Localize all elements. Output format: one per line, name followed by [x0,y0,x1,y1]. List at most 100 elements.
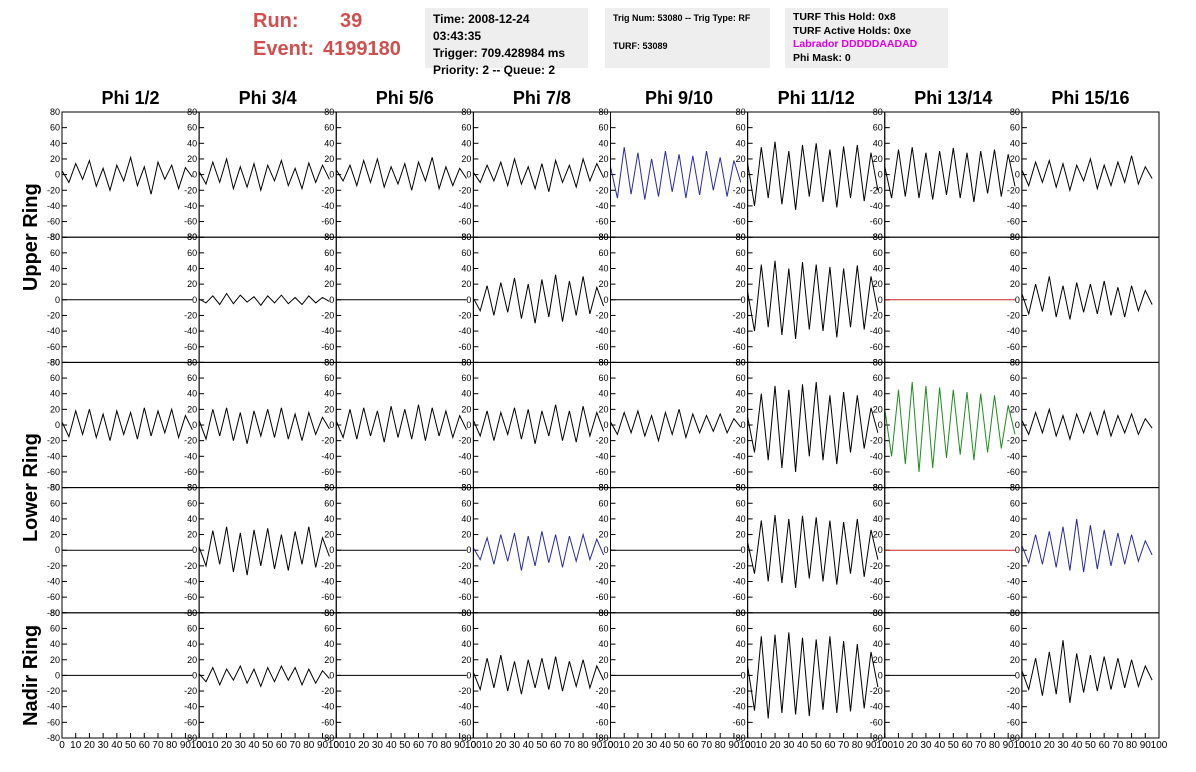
panel-frame [472,361,611,489]
y-tick-label: 80 [736,232,746,242]
y-tick-label: -60 [733,342,746,352]
info-line: Time: 2008-12-24 03:43:35 [433,12,530,43]
y-tick-label: 60 [50,498,60,508]
y-tick-label: -20 [733,436,746,446]
y-tick-label: 40 [736,389,746,399]
x-tick-label: 90 [317,740,329,751]
y-tick-label: -60 [733,467,746,477]
x-tick-label: 90 [1140,740,1152,751]
y-tick-label: 80 [1010,357,1020,367]
y-tick-label: -40 [733,577,746,587]
x-tick-label: 0 [196,740,202,751]
y-tick-label: -20 [458,185,471,195]
x-tick-label: 30 [235,740,247,751]
y-tick-label: 20 [461,279,471,289]
y-tick-label: -80 [321,733,334,743]
info-line: Trigger: 709.428984 ms [433,46,566,60]
y-tick-label: 0 [1015,670,1020,680]
y-tick-label: -40 [1007,702,1020,712]
y-tick-label: 60 [873,498,883,508]
y-tick-label: 40 [187,639,197,649]
x-tick-label: 50 [948,740,960,751]
y-tick-label: 60 [1010,498,1020,508]
y-tick-label: -40 [870,702,883,712]
y-tick-label: -80 [870,733,883,743]
y-tick-label: -20 [321,686,334,696]
x-tick-label: 10 [893,740,905,751]
y-tick-label: 20 [873,530,883,540]
panel-frame [335,111,474,238]
y-tick-label: 60 [1010,623,1020,633]
y-tick-label: -60 [47,467,60,477]
y-tick-label: -40 [458,326,471,336]
y-tick-label: -80 [47,483,60,493]
y-tick-label: -20 [47,436,60,446]
y-tick-label: -60 [595,342,608,352]
waveform [747,514,879,588]
y-tick-label: 20 [187,404,197,414]
y-tick-label: 80 [50,107,60,117]
y-tick-label: 0 [466,170,471,180]
y-tick-label: 60 [324,373,334,383]
x-tick-label: 80 [852,740,864,751]
column-title: Phi 3/4 [239,88,297,108]
y-tick-label: 60 [187,248,197,258]
y-tick-label: 80 [1010,483,1020,493]
info-line: TURF This Hold: 0x8 [793,11,896,23]
y-tick-label: -40 [595,702,608,712]
y-tick-label: -60 [870,592,883,602]
y-tick-label: 40 [187,389,197,399]
y-tick-label: -40 [870,577,883,587]
y-tick-label: 0 [878,170,883,180]
y-tick-label: 0 [878,670,883,680]
y-tick-label: -60 [1007,217,1020,227]
y-tick-label: -20 [184,185,197,195]
panel-frame [198,612,337,739]
y-tick-label: 20 [736,154,746,164]
y-tick-label: -40 [321,577,334,587]
y-tick-label: -20 [321,310,334,320]
y-tick-label: 80 [873,357,883,367]
x-tick-label: 20 [358,740,370,751]
x-tick-label: 80 [303,740,315,751]
y-tick-label: 40 [598,138,608,148]
x-tick-label: 70 [152,740,164,751]
y-tick-label: 0 [466,545,471,555]
y-tick-label: 20 [598,279,608,289]
y-tick-label: 0 [466,420,471,430]
y-tick-label: 80 [736,608,746,618]
y-tick-label: 0 [603,545,608,555]
y-tick-label: -40 [321,201,334,211]
waveform [198,526,330,576]
y-tick-label: 60 [1010,248,1020,258]
y-tick-label: 20 [187,530,197,540]
y-tick-label: 0 [55,295,60,305]
y-tick-label: 40 [736,138,746,148]
y-tick-label: -60 [458,467,471,477]
y-tick-label: -40 [1007,201,1020,211]
event-number: 4199180 [323,38,401,60]
y-tick-label: 20 [873,154,883,164]
y-tick-label: -60 [47,717,60,727]
y-tick-label: 80 [461,107,471,117]
y-tick-label: -60 [184,717,197,727]
x-tick-label: 20 [769,740,781,751]
y-tick-label: -40 [184,201,197,211]
panel-frame [1021,612,1160,739]
panel-frame [884,361,1023,489]
y-tick-label: 60 [324,123,334,133]
x-tick-label: 60 [276,740,288,751]
y-tick-label: 20 [598,530,608,540]
y-tick-label: -20 [47,310,60,320]
x-tick-label: 90 [865,740,877,751]
y-tick-label: -60 [47,217,60,227]
x-tick-label: 50 [811,740,823,751]
y-tick-label: -40 [458,702,471,712]
y-tick-label: -20 [870,686,883,696]
y-tick-label: 0 [741,545,746,555]
y-tick-label: -80 [47,357,60,367]
x-tick-label: 40 [1071,740,1083,751]
y-tick-label: 80 [461,357,471,367]
x-tick-label: 0 [59,740,65,751]
x-tick-label: 10 [756,740,768,751]
